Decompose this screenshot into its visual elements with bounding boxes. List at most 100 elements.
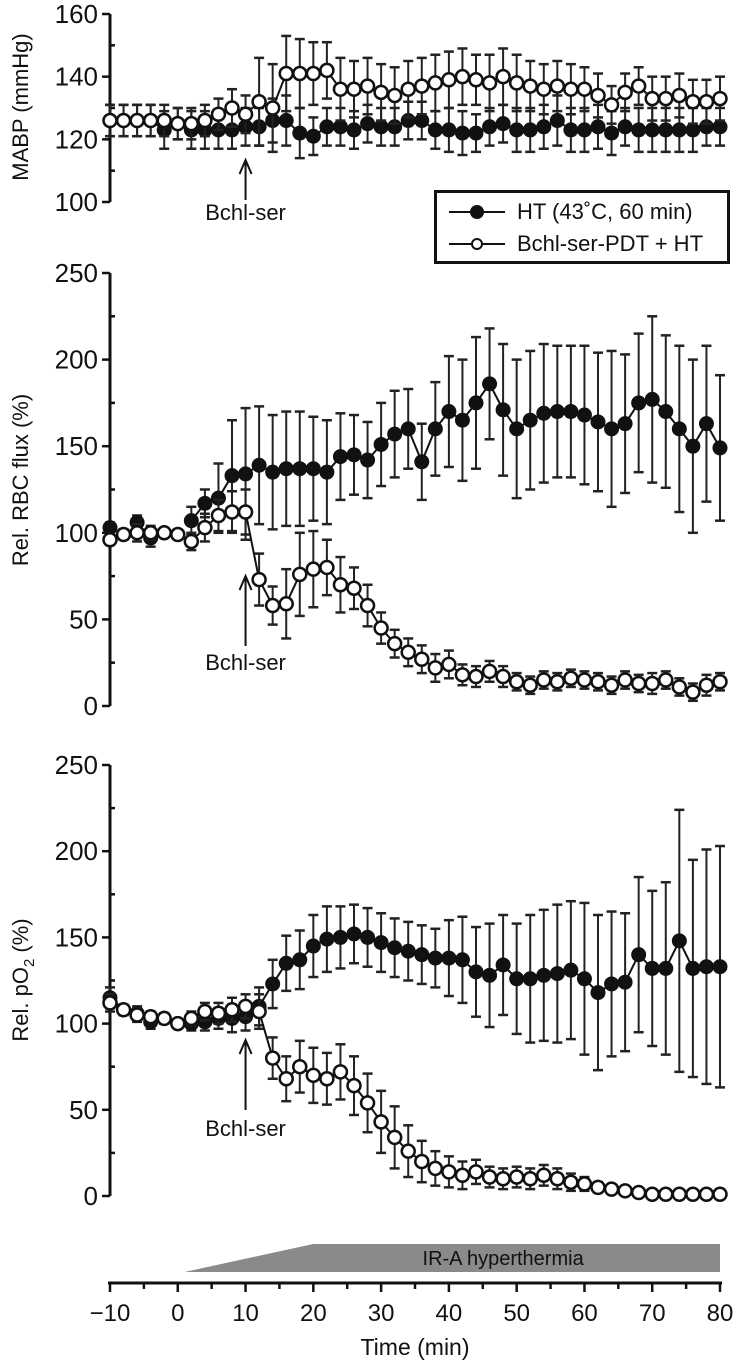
y-axis-label: Rel. RBC flux (%) <box>8 394 33 566</box>
data-point <box>495 116 511 132</box>
legend-label-pdt: Bchl-ser-PDT + HT <box>517 231 704 256</box>
data-point <box>400 943 416 959</box>
data-point <box>495 668 511 685</box>
data-point <box>522 677 538 693</box>
y-tick-label: 200 <box>55 345 98 375</box>
data-point <box>156 112 172 129</box>
hyperthermia-bar: IR-A hyperthermia <box>184 1244 721 1272</box>
x-tick-label: 40 <box>436 1300 463 1327</box>
series-ht <box>102 315 728 548</box>
data-point <box>265 464 281 480</box>
x-tick-label: 70 <box>639 1300 666 1327</box>
data-point <box>359 78 376 94</box>
x-axis: IR-A hyperthermia −10 0 10 20 30 40 50 60 70 80 Tim… <box>90 1244 733 1360</box>
data-point <box>319 119 335 135</box>
data-point <box>509 421 525 437</box>
bchl-ser-annotation: Bchl-ser <box>205 573 286 675</box>
data-point <box>373 119 389 135</box>
data-point <box>427 1160 444 1177</box>
data-point <box>522 78 538 94</box>
data-point <box>563 1174 579 1190</box>
legend-item-ht: HT (43˚C, 60 min) <box>449 197 693 227</box>
data-point <box>508 674 525 690</box>
x-axis-label: Time (min) <box>360 1334 469 1360</box>
data-point <box>576 122 592 138</box>
data-point <box>712 959 728 975</box>
data-point <box>671 679 688 695</box>
data-point <box>129 1007 145 1023</box>
data-point <box>373 1114 389 1130</box>
y-tick-label: 0 <box>84 1181 98 1211</box>
data-point <box>332 449 348 465</box>
data-point <box>346 926 362 942</box>
data-point <box>576 971 592 987</box>
data-point <box>576 407 592 423</box>
data-point <box>698 677 715 693</box>
data-point <box>563 404 579 420</box>
data-point <box>454 1167 471 1184</box>
data-point <box>454 125 470 141</box>
data-point <box>671 87 688 104</box>
data-point <box>644 90 660 107</box>
bchl-ser-annotation: Bchl-ser <box>205 1037 286 1141</box>
data-point <box>264 1050 281 1066</box>
data-point <box>359 597 376 614</box>
data-point <box>563 122 579 138</box>
data-point <box>360 452 376 468</box>
data-point <box>265 976 281 992</box>
data-point <box>441 72 457 88</box>
data-point <box>563 962 579 978</box>
x-tick-label: 10 <box>232 1300 259 1327</box>
data-point <box>549 674 566 690</box>
data-point <box>536 405 552 421</box>
data-point <box>468 668 484 685</box>
data-point <box>658 122 674 138</box>
data-point <box>630 1184 647 1201</box>
data-point <box>482 376 498 392</box>
data-point <box>468 395 484 411</box>
data-point <box>685 960 701 976</box>
data-point <box>658 1186 674 1203</box>
data-point <box>292 125 308 141</box>
data-point <box>576 81 593 97</box>
x-tick-label: 20 <box>300 1300 327 1327</box>
data-point <box>292 65 308 82</box>
data-point <box>495 402 511 418</box>
data-point <box>522 412 538 428</box>
data-point <box>644 675 660 692</box>
x-tick-label: −10 <box>90 1300 131 1327</box>
data-point <box>495 957 511 973</box>
data-point <box>604 421 620 437</box>
data-point <box>170 526 186 543</box>
data-point <box>237 504 254 520</box>
data-point <box>617 1183 633 1199</box>
data-point <box>509 971 525 987</box>
data-point <box>508 75 525 91</box>
data-point <box>373 620 389 636</box>
data-point <box>671 1186 688 1203</box>
data-point <box>604 976 620 992</box>
data-point <box>332 577 349 593</box>
data-point <box>387 940 403 956</box>
data-point <box>414 454 430 470</box>
data-point <box>427 421 443 437</box>
hyperthermia-label: IR-A hyperthermia <box>423 1248 585 1270</box>
data-point <box>414 113 430 129</box>
data-point <box>129 112 145 129</box>
data-point <box>360 929 376 945</box>
y-tick-label: 120 <box>55 124 98 154</box>
data-point <box>346 122 362 138</box>
data-point <box>509 122 525 138</box>
data-point <box>332 929 348 945</box>
series-pdt <box>102 488 728 703</box>
data-point <box>630 675 647 692</box>
data-point <box>617 416 633 432</box>
data-point <box>183 533 200 550</box>
data-point <box>359 1095 376 1111</box>
data-point <box>549 78 566 94</box>
x-tick-label: 60 <box>571 1300 598 1327</box>
data-point <box>603 97 620 113</box>
data-point <box>441 1164 457 1180</box>
data-point <box>210 106 227 123</box>
